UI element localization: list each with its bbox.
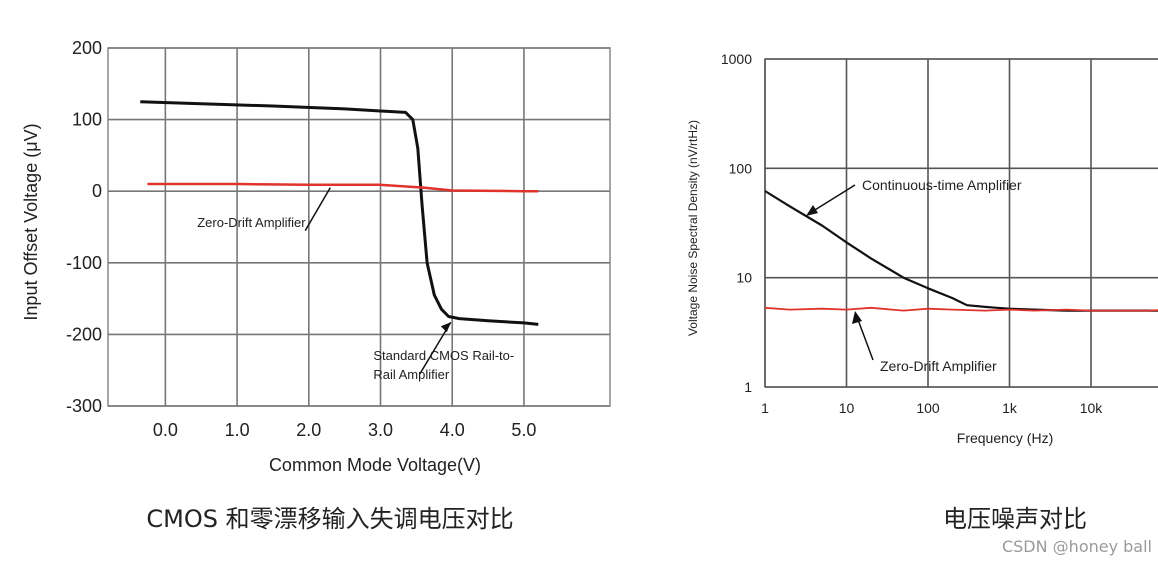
offset-x-tick-label: 0.0 — [153, 420, 178, 440]
noise-series-lines — [764, 190, 1158, 312]
continuous-leader — [809, 184, 856, 214]
noise-grid — [764, 58, 1158, 388]
offset-y-tick-label: -200 — [66, 324, 102, 344]
offset-annotations: Zero-Drift Amplifier Standard CMOS Rail-t… — [197, 187, 514, 382]
noise-x-axis-title: Frequency (Hz) — [957, 430, 1053, 446]
noise-x-tick-label: 1 — [761, 400, 769, 416]
zero-drift-noise-leader-arrow — [852, 311, 862, 324]
noise-y-axis-title: Voltage Noise Spectral Density (nV/rtHz) — [686, 120, 700, 336]
csdn-watermark: CSDN @honey ball — [1002, 537, 1152, 556]
noise-chart-caption: 电压噪声对比 — [943, 505, 1087, 533]
offset-x-tick-label: 5.0 — [511, 420, 536, 440]
noise-annotation: Continuous-time Amplifier — [862, 177, 1022, 193]
noise-y-tick-label: 100 — [729, 160, 753, 176]
noise-annotation: Zero-Drift Amplifier — [880, 358, 997, 374]
standard-cmos-line — [140, 100, 539, 326]
offset-x-tick-label: 4.0 — [440, 420, 465, 440]
offset-annotation: Standard CMOS Rail-to- — [373, 348, 514, 363]
zero-drift-noise-leader — [856, 316, 874, 361]
offset-plot-area — [107, 47, 611, 407]
offset-x-tick-label: 1.0 — [225, 420, 250, 440]
noise-y-tick-label: 1 — [744, 379, 752, 395]
offset-series-lines — [140, 100, 539, 326]
noise-x-tick-label: 100 — [916, 400, 940, 416]
noise-annotations: Continuous-time Amplifier Zero-Drift Ampl… — [806, 177, 1022, 374]
offset-x-axis-title: Common Mode Voltage(V) — [269, 455, 481, 475]
noise-y-tick-label: 1000 — [721, 51, 752, 67]
noise-x-tick-label: 1k — [1002, 400, 1018, 416]
offset-annotation: Rail Amplifier — [373, 367, 450, 382]
zero-drift-noise-line — [764, 306, 1158, 312]
offset-y-tick-label: 100 — [72, 110, 102, 130]
noise-plot-area — [764, 58, 1158, 388]
offset-y-tick-label: -100 — [66, 253, 102, 273]
noise-y-tick-label: 10 — [736, 270, 752, 286]
offset-annotation: Zero-Drift Amplifier — [197, 215, 306, 230]
offset-x-tick-label: 2.0 — [296, 420, 321, 440]
offset-chart-caption: CMOS 和零漂移输入失调电压对比 — [146, 505, 513, 533]
noise-chart: 1 10 100 1k 10k 1 1000 100 10 1 Continuous-time … — [686, 51, 1158, 533]
offset-grid — [108, 47, 610, 407]
noise-x-tick-label: 10 — [839, 400, 855, 416]
noise-x-tick-label: 10k — [1080, 400, 1104, 416]
offset-y-tick-label: 200 — [72, 38, 102, 58]
offset-x-ticks: 0.0 1.0 2.0 3.0 4.0 5.0 — [153, 420, 537, 440]
cmos-leader-arrow — [440, 322, 451, 333]
offset-y-tick-label: 0 — [92, 181, 102, 201]
offset-voltage-chart: 0.0 1.0 2.0 3.0 4.0 5.0 200 100 0 -100 -200 -300 Z… — [21, 38, 611, 533]
zero-drift-line — [147, 182, 539, 193]
offset-y-tick-label: -300 — [66, 396, 102, 416]
zero-drift-leader — [304, 187, 331, 231]
noise-y-ticks: 1000 100 10 1 — [721, 51, 752, 395]
continuous-leader-arrow — [806, 205, 818, 216]
offset-x-tick-label: 3.0 — [368, 420, 393, 440]
offset-y-axis-title: Input Offset Voltage (μV) — [21, 123, 41, 320]
offset-y-ticks: 200 100 0 -100 -200 -300 — [66, 38, 102, 416]
